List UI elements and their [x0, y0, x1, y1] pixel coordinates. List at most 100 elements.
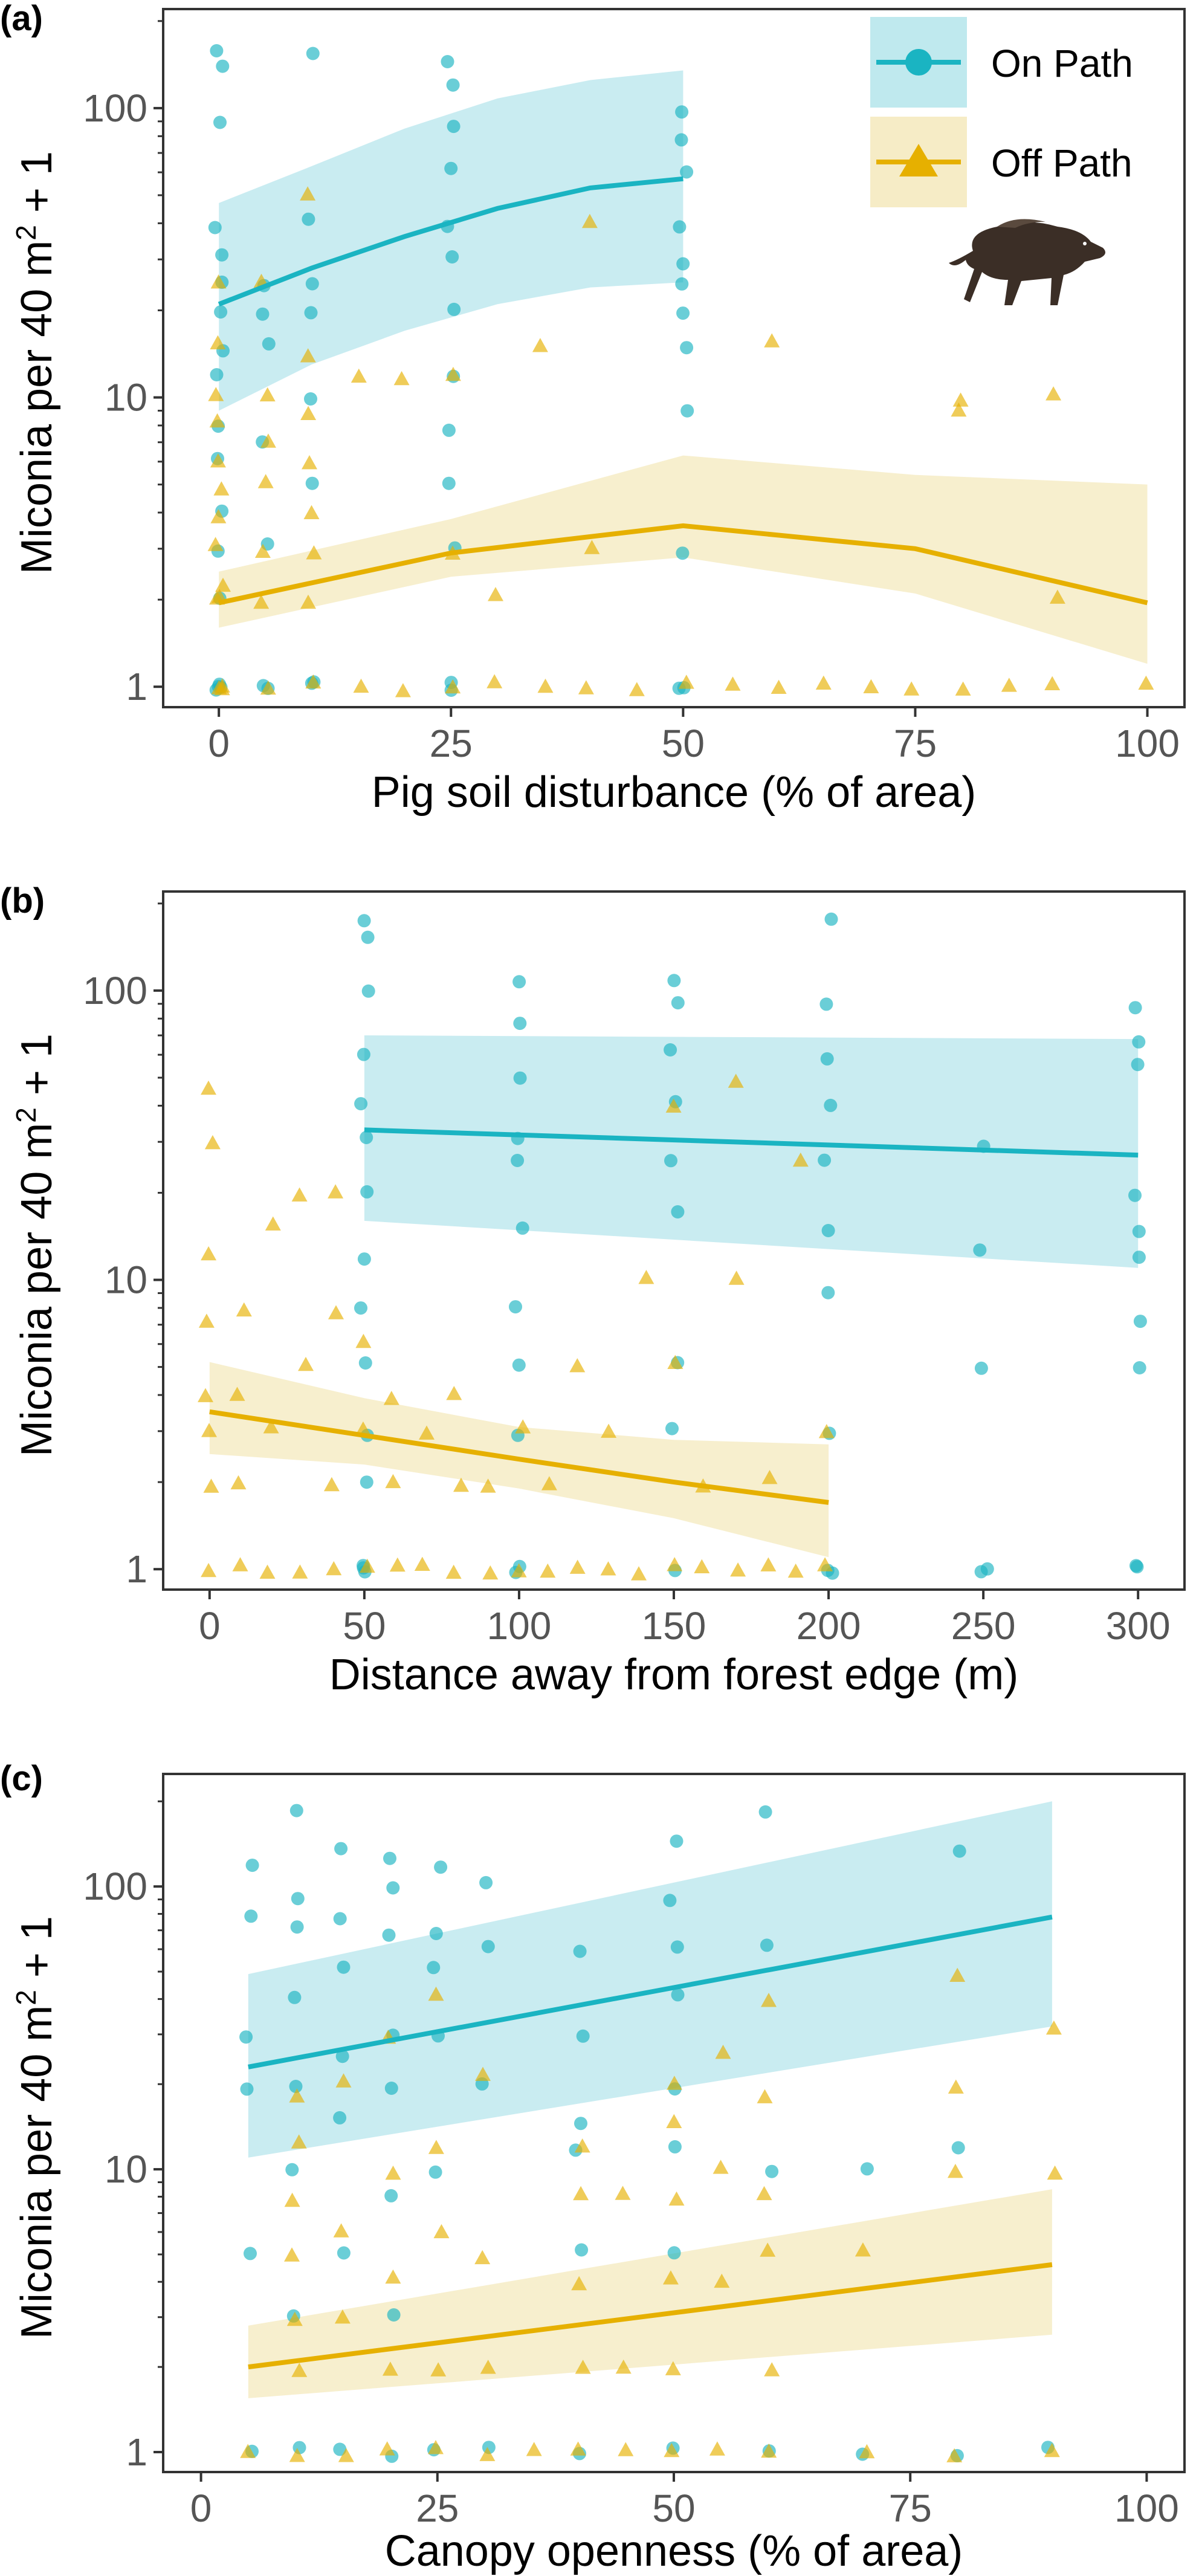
confidence-band: [364, 1035, 1139, 1268]
data-point: [335, 2050, 349, 2063]
data-point: [819, 997, 833, 1011]
data-point: [574, 2138, 590, 2153]
data-point: [666, 2076, 682, 2090]
data-point: [1138, 675, 1154, 690]
y-axis-ticks: 1 10 100: [83, 20, 163, 708]
data-point: [513, 1017, 527, 1031]
data-point: [713, 2160, 729, 2174]
data-point: [664, 2442, 680, 2458]
data-point: [201, 1562, 217, 1578]
data-point: [265, 1216, 281, 1231]
y-axis-title: Miconia per 40 m2 + 1: [10, 1916, 61, 2339]
data-point: [354, 1097, 368, 1111]
data-point: [578, 680, 594, 694]
data-point: [259, 387, 276, 402]
data-point: [820, 1052, 834, 1066]
x-axis-title: Pig soil disturbance (% of area): [372, 768, 976, 817]
data-point: [665, 2361, 681, 2375]
x-tick-label: 25: [416, 2487, 459, 2530]
data-point: [254, 543, 271, 558]
data-point: [1128, 1188, 1142, 1202]
data-point: [446, 1386, 462, 1400]
data-point: [201, 1246, 217, 1261]
data-point: [445, 366, 461, 381]
y-tick-label: 10: [105, 2147, 147, 2191]
data-point: [355, 1421, 371, 1436]
data-point: [357, 1047, 370, 1061]
data-point: [760, 2242, 776, 2257]
x-tick-label: 300: [1106, 1604, 1171, 1648]
data-point: [300, 406, 317, 420]
data-point: [260, 433, 276, 448]
data-point: [662, 2270, 679, 2285]
data-point: [428, 2165, 442, 2179]
data-point: [359, 1558, 375, 1573]
data-point: [670, 1834, 684, 1848]
data-point: [615, 2186, 631, 2200]
data-point: [509, 1300, 522, 1314]
data-point: [787, 1563, 804, 1578]
data-point: [384, 2189, 398, 2202]
data-point: [488, 587, 503, 601]
data-point: [447, 302, 461, 316]
data-point: [479, 1875, 493, 1889]
data-point: [824, 912, 838, 926]
data-point: [1133, 1361, 1146, 1374]
data-point: [441, 55, 454, 68]
data-point: [817, 1557, 833, 1571]
data-point: [414, 1556, 430, 1571]
data-point: [244, 2247, 257, 2260]
data-point: [792, 1152, 809, 1167]
confidence-band: [219, 455, 1148, 664]
data-point: [256, 307, 270, 321]
data-point: [446, 78, 460, 92]
data-point: [213, 115, 227, 129]
data-point: [764, 333, 780, 348]
data-point: [694, 1559, 710, 1573]
data-point: [1131, 1058, 1145, 1072]
data-point: [1130, 1560, 1144, 1574]
data-point: [675, 105, 689, 119]
x-axis-title: Canopy openness (% of area): [385, 2527, 963, 2575]
data-point: [631, 1566, 647, 1581]
data-point: [333, 2111, 347, 2125]
data-point: [259, 1564, 276, 1579]
fit-line: [248, 1914, 1053, 2070]
data-point: [357, 914, 371, 928]
data-point: [474, 2250, 491, 2265]
data-point: [360, 1185, 374, 1199]
data-point: [240, 2082, 254, 2096]
data-point: [385, 2166, 401, 2180]
data-point: [240, 2444, 256, 2458]
x-tick-label: 50: [343, 1604, 386, 1648]
data-point: [333, 1912, 347, 1926]
y-tick-label: 10: [105, 1258, 147, 1302]
plot-area-b: [198, 912, 1147, 1581]
data-point: [771, 679, 787, 694]
data-point: [215, 577, 231, 592]
data-point: [361, 930, 375, 944]
data-point: [818, 1424, 835, 1438]
data-point: [725, 676, 741, 691]
data-point: [300, 594, 316, 609]
data-point: [333, 2223, 349, 2238]
data-point: [337, 2246, 351, 2260]
data-point: [304, 306, 318, 320]
data-point: [445, 679, 461, 694]
panel-a: (a) 1 10 100 0 25 50 75 100 Pig soil disturban…: [0, 0, 1186, 817]
data-point: [292, 1564, 308, 1579]
data-point: [210, 44, 224, 57]
data-point: [289, 2448, 305, 2462]
data-point: [208, 221, 222, 235]
data-point: [429, 1927, 443, 1940]
data-point: [385, 2269, 401, 2284]
data-point: [244, 1909, 258, 1923]
data-point: [512, 975, 526, 989]
fit-line: [218, 523, 1148, 606]
data-point: [354, 1301, 367, 1315]
data-point: [664, 1154, 677, 1168]
x-tick-label: 100: [1115, 722, 1180, 765]
data-point: [1049, 589, 1065, 604]
data-point: [667, 1354, 684, 1369]
